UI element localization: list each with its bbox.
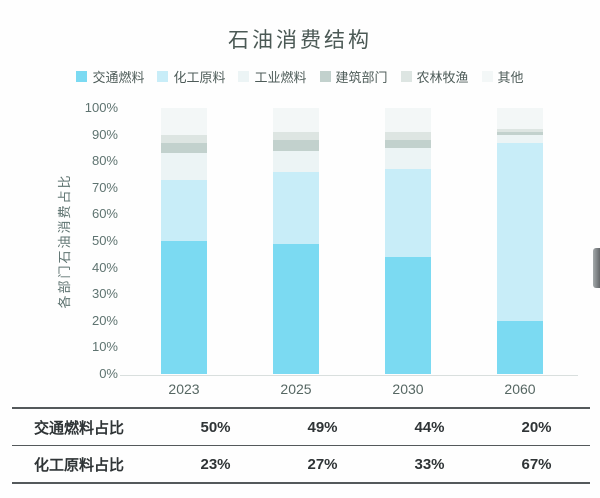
bar-segment-building-sector	[497, 131, 543, 135]
bar-segment-building-sector	[385, 139, 431, 148]
bar-segment-chemical-feedstock	[161, 179, 207, 241]
x-axis-label-2030: 2030	[392, 381, 424, 397]
table-cell-2023: 23%	[200, 455, 231, 473]
x-axis-label-2025: 2025	[280, 381, 312, 397]
table-row-chemical-feedstock-share: 化工原料占比 23% 27% 33% 67%	[12, 445, 590, 482]
y-tick-label: 30%	[91, 286, 118, 302]
bar-segment-chemical-feedstock	[497, 142, 543, 321]
table-row-label: 化工原料占比	[34, 456, 125, 474]
table-cell-2025: 49%	[307, 418, 338, 436]
bar-segment-chemical-feedstock	[273, 171, 319, 244]
bar-2025	[273, 108, 319, 374]
bar-segment-transport-fuel	[385, 256, 431, 374]
bar-segment-transport-fuel	[497, 320, 543, 374]
legend-swatch-icon	[481, 70, 493, 82]
legend-swatch-icon	[157, 70, 169, 82]
legend-item-agri-forestry-fishery: 农林牧渔	[400, 67, 469, 86]
x-axis-label-2023: 2023	[168, 381, 200, 397]
bar-segment-industrial-fuel	[161, 153, 207, 180]
bar-segment-other	[385, 108, 431, 132]
legend-label: 工业燃料	[254, 69, 307, 85]
table-cell-2030: 33%	[414, 455, 445, 473]
legend-swatch-icon	[76, 70, 88, 82]
bar-segment-industrial-fuel	[273, 150, 319, 172]
legend-label: 化工原料	[173, 69, 226, 85]
legend-label: 交通燃料	[92, 69, 145, 85]
legend-item-transport-fuel: 交通燃料	[76, 67, 144, 86]
y-tick-label: 10%	[91, 339, 118, 355]
x-axis-label-2060: 2060	[504, 381, 536, 397]
bar-segment-industrial-fuel	[497, 134, 543, 143]
table-cell-2030: 44%	[414, 418, 445, 436]
data-table: 交通燃料占比 50% 49% 44% 20% 化工原料占比 23% 27% 33% 67%	[12, 407, 590, 484]
bar-segment-agri-forestry-fishery	[497, 129, 543, 132]
legend-label: 农林牧渔	[416, 69, 469, 85]
legend-swatch-icon	[319, 70, 331, 82]
y-tick-label: 20%	[91, 312, 118, 328]
y-tick-label: 90%	[91, 126, 118, 142]
legend: 交通燃料 化工原料 工业燃料 建筑部门 农林牧渔 其他	[0, 67, 600, 85]
bar-segment-building-sector	[273, 139, 319, 151]
bar-segment-other	[161, 108, 207, 135]
y-tick-label: 40%	[91, 259, 118, 275]
table-row-transport-fuel-share: 交通燃料占比 50% 49% 44% 20%	[12, 409, 590, 445]
bar-segment-transport-fuel	[273, 243, 319, 374]
x-axis-line	[120, 375, 578, 376]
scan-edge-artifact	[593, 248, 600, 288]
legend-swatch-icon	[238, 70, 250, 82]
bar-2060	[497, 108, 543, 374]
bar-segment-transport-fuel	[161, 241, 207, 374]
bar-segment-chemical-feedstock	[385, 169, 431, 257]
y-tick-label: 70%	[91, 179, 118, 195]
bar-segment-building-sector	[161, 142, 207, 154]
table-cell-2060: 20%	[521, 418, 552, 436]
y-tick-label: 60%	[91, 206, 118, 222]
legend-item-chemical-feedstock: 化工原料	[157, 67, 225, 86]
legend-label: 其他	[497, 69, 524, 85]
bar-segment-agri-forestry-fishery	[161, 134, 207, 143]
legend-item-building-sector: 建筑部门	[319, 67, 388, 86]
bar-segment-agri-forestry-fishery	[273, 132, 319, 140]
bar-segment-industrial-fuel	[385, 147, 431, 170]
y-tick-label: 0%	[99, 366, 118, 381]
legend-item-industrial-fuel: 工业燃料	[238, 67, 307, 86]
legend-label: 建筑部门	[335, 69, 388, 85]
y-tick-label: 50%	[91, 233, 118, 248]
legend-item-other: 其他	[481, 67, 524, 86]
bar-2030	[385, 108, 431, 374]
y-tick-label: 80%	[91, 153, 118, 169]
y-tick-label: 100%	[84, 100, 118, 115]
table-cell-2025: 27%	[307, 455, 338, 473]
chart-title: 石油消费结构	[228, 29, 372, 52]
table-cell-2060: 67%	[521, 455, 552, 473]
bar-2023	[161, 108, 207, 374]
bar-segment-other	[273, 108, 319, 132]
table-cell-2023: 50%	[200, 418, 231, 436]
legend-swatch-icon	[400, 70, 412, 82]
table-row-label: 交通燃料占比	[34, 419, 125, 437]
bar-segment-agri-forestry-fishery	[385, 132, 431, 140]
bar-segment-other	[497, 108, 543, 130]
